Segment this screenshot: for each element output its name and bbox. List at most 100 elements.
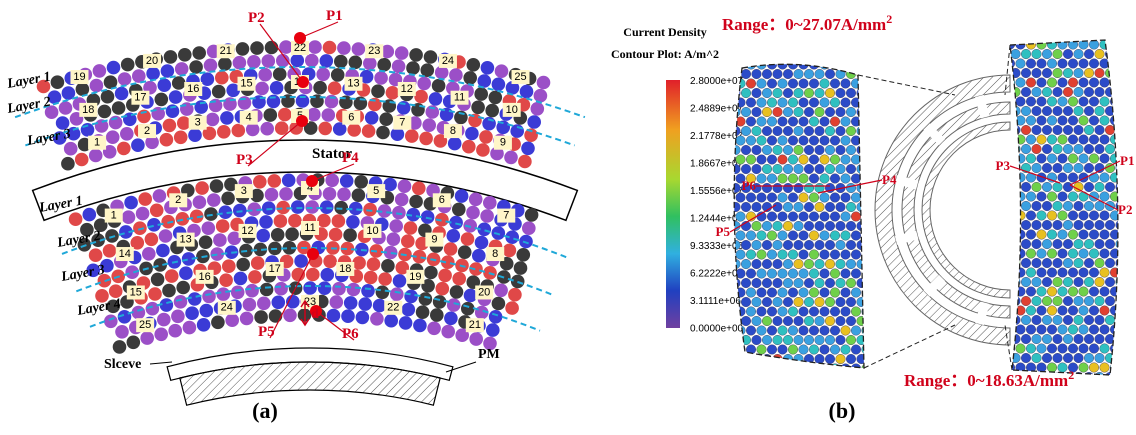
range-text: Range：0~27.07A/mm xyxy=(722,15,886,34)
strand xyxy=(200,304,214,318)
strand xyxy=(731,335,741,345)
strand xyxy=(830,345,840,355)
strand xyxy=(1063,106,1073,116)
strand xyxy=(274,214,288,228)
strand xyxy=(799,155,809,165)
strand xyxy=(815,278,825,288)
strand xyxy=(846,259,856,269)
strand xyxy=(1021,353,1031,363)
strand xyxy=(1016,287,1026,297)
strand xyxy=(1074,201,1084,211)
strand-label: 1 xyxy=(94,137,100,149)
strand xyxy=(1037,230,1047,240)
strand xyxy=(421,63,435,77)
strand xyxy=(1079,268,1089,278)
strand xyxy=(422,118,436,132)
strand xyxy=(1000,220,1010,230)
strand xyxy=(1121,325,1131,335)
strand xyxy=(767,345,777,355)
strand xyxy=(1053,182,1063,192)
strand xyxy=(778,79,788,89)
strand xyxy=(1016,344,1026,354)
strand xyxy=(830,193,840,203)
strand xyxy=(1084,201,1094,211)
strand xyxy=(736,364,746,374)
strand xyxy=(352,256,366,270)
strand xyxy=(741,126,751,136)
strand xyxy=(1005,59,1015,69)
strand xyxy=(176,281,190,295)
strand xyxy=(379,112,393,126)
strand xyxy=(1021,296,1031,306)
strand xyxy=(825,107,835,117)
strand xyxy=(1100,97,1110,107)
strand xyxy=(354,175,368,189)
strand xyxy=(799,193,809,203)
strand xyxy=(405,129,419,143)
strand xyxy=(1021,239,1031,249)
connector xyxy=(858,75,955,95)
strand xyxy=(788,79,798,89)
strand xyxy=(825,259,835,269)
strand xyxy=(329,228,343,242)
point-label: P4 xyxy=(342,150,359,166)
strand xyxy=(1053,125,1063,135)
strand xyxy=(404,290,418,304)
strand xyxy=(279,187,293,201)
strand xyxy=(61,157,75,171)
strand xyxy=(830,269,840,279)
strand xyxy=(846,50,856,60)
strand xyxy=(1005,230,1015,240)
strand xyxy=(767,174,777,184)
strand xyxy=(1068,230,1078,240)
strand xyxy=(746,269,756,279)
strand xyxy=(851,193,861,203)
strand xyxy=(1032,296,1042,306)
strand xyxy=(525,208,539,222)
strand xyxy=(1100,344,1110,354)
strand xyxy=(1058,192,1068,202)
strand xyxy=(851,269,861,279)
strand xyxy=(1026,211,1036,221)
strand xyxy=(788,155,798,165)
strand xyxy=(1095,220,1105,230)
strand xyxy=(265,188,279,202)
strand xyxy=(479,130,493,144)
strand xyxy=(376,286,390,300)
strand xyxy=(846,145,856,155)
strand xyxy=(461,302,475,316)
strand-label: 6 xyxy=(348,112,354,124)
strand xyxy=(815,50,825,60)
strand xyxy=(836,126,846,136)
strand-field xyxy=(720,50,871,373)
strand xyxy=(1121,192,1131,202)
strand xyxy=(1032,125,1042,135)
strand xyxy=(841,79,851,89)
strand xyxy=(1063,201,1073,211)
strand xyxy=(1047,116,1057,126)
strand xyxy=(1037,268,1047,278)
strand xyxy=(1121,173,1131,183)
strand xyxy=(120,127,134,141)
strand xyxy=(1084,30,1094,40)
strand xyxy=(1079,78,1089,88)
strand xyxy=(328,81,342,95)
strand xyxy=(1026,287,1036,297)
strand xyxy=(402,303,416,317)
strand xyxy=(809,231,819,241)
strand xyxy=(1121,59,1131,69)
strand xyxy=(820,155,830,165)
strand xyxy=(804,164,814,174)
strand xyxy=(1005,211,1015,221)
strand xyxy=(486,323,500,337)
strand xyxy=(762,145,772,155)
strand xyxy=(259,215,273,229)
strand xyxy=(1053,315,1063,325)
strand xyxy=(476,143,490,157)
strand xyxy=(251,256,265,270)
strand xyxy=(862,79,872,89)
strand xyxy=(825,88,835,98)
strand xyxy=(323,41,337,55)
strand xyxy=(752,107,762,117)
strand xyxy=(1032,315,1042,325)
